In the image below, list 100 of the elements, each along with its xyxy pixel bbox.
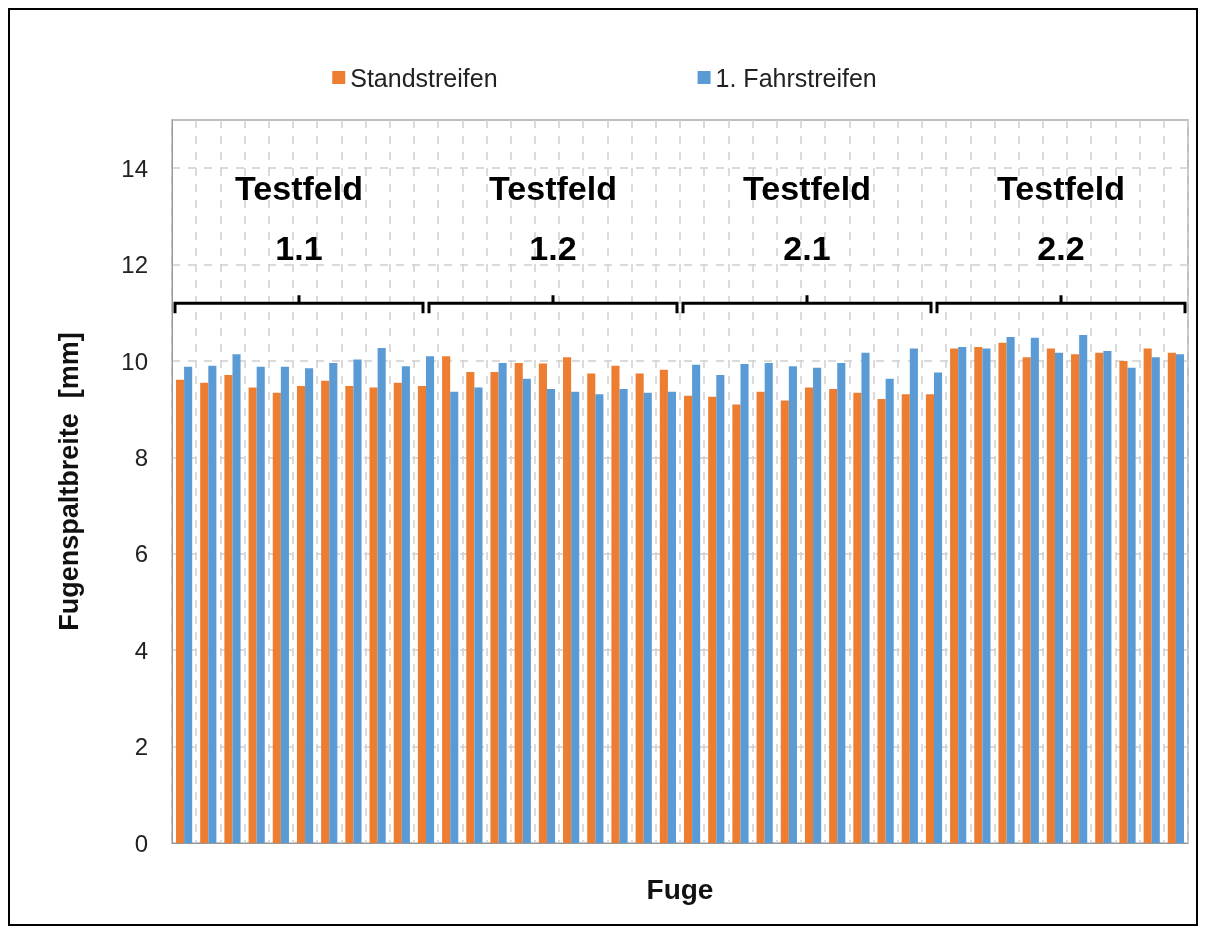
bar: [184, 366, 193, 843]
bar: [248, 387, 257, 843]
bar: [450, 391, 459, 843]
bar: [788, 366, 797, 843]
bar: [780, 400, 789, 843]
bar: [587, 373, 596, 843]
bar: [175, 379, 185, 843]
bar: [925, 394, 934, 843]
bar: [764, 362, 773, 843]
bar: [643, 392, 652, 843]
bar: [1143, 348, 1152, 843]
bar: [208, 365, 217, 843]
bar: [296, 386, 306, 843]
bar: [813, 367, 822, 843]
bar: [224, 374, 233, 843]
y-tick-label: 2: [134, 733, 148, 761]
bar: [345, 386, 354, 843]
bar: [305, 368, 314, 843]
bar: [837, 362, 846, 843]
bar: [667, 391, 677, 843]
bar: [522, 378, 531, 843]
bar: [909, 348, 918, 843]
bar: [329, 362, 338, 843]
y-tick-label: 6: [134, 540, 148, 568]
bar: [401, 366, 410, 843]
bar: [393, 382, 402, 843]
bar: [369, 387, 378, 843]
bar: [732, 404, 741, 843]
annotation: Testfeld 2.2: [997, 169, 1125, 267]
bar: [756, 391, 765, 843]
bar: [708, 396, 717, 843]
bar: [426, 356, 435, 843]
bar: [1095, 352, 1104, 843]
bar: [571, 391, 580, 843]
bar: [659, 369, 668, 843]
bar: [716, 374, 725, 843]
bar: [1046, 348, 1055, 843]
bar: [514, 362, 523, 843]
bar: [474, 387, 483, 843]
bar: [272, 392, 281, 843]
bar: [998, 342, 1007, 843]
bar: [853, 392, 862, 843]
y-tick-label: 12: [121, 251, 148, 279]
bar: [1127, 367, 1136, 843]
bar: [1103, 350, 1112, 843]
bar: [546, 388, 556, 843]
bar: [1079, 334, 1088, 843]
bar: [256, 366, 265, 843]
bar: [982, 348, 991, 843]
bar: [200, 382, 209, 843]
bar: [950, 348, 959, 843]
bar: [740, 363, 749, 843]
bar: [1119, 361, 1128, 843]
annotation: Testfeld 1.1: [235, 169, 363, 267]
bar: [538, 363, 547, 843]
y-tick-label: 14: [121, 154, 148, 182]
y-tick-label: 10: [121, 347, 148, 375]
bar: [974, 347, 983, 843]
legend-label: 1. Fahrstreifen: [715, 63, 877, 92]
bar: [1151, 357, 1160, 843]
bar: [1022, 357, 1031, 843]
bar: [1071, 354, 1080, 843]
bar: [466, 372, 475, 843]
bar: [377, 347, 386, 843]
legend-label: Standstreifen: [350, 63, 498, 92]
bar: [829, 388, 838, 843]
annotation: Testfeld 1.2: [489, 169, 617, 267]
bar: [901, 394, 910, 843]
bar: [683, 395, 693, 843]
bar: [958, 347, 967, 843]
y-tick-label: 0: [134, 829, 148, 857]
x-axis-title: Fuge: [646, 873, 714, 905]
y-axis-title: Fugenspaltbreite [mm]: [53, 332, 84, 631]
bar: [1030, 337, 1039, 843]
bar: [1175, 354, 1185, 843]
bar: [232, 354, 241, 843]
bar: [280, 366, 289, 843]
y-tick-label: 8: [134, 443, 148, 471]
bar: [611, 365, 620, 843]
bar: [1006, 336, 1015, 843]
bar: [321, 380, 330, 843]
bar: [1167, 352, 1176, 843]
bar: [934, 372, 943, 843]
bar: [877, 399, 886, 843]
bar: [417, 386, 426, 843]
bar: [498, 362, 507, 843]
bar: [635, 373, 644, 843]
annotation: Testfeld 2.1: [743, 169, 871, 267]
bar: [804, 387, 814, 843]
bar: [619, 388, 628, 843]
bar: [563, 357, 572, 843]
bar: [442, 356, 451, 843]
bar: [353, 359, 362, 843]
bar: [595, 394, 604, 843]
bar: [692, 364, 701, 843]
bar: [885, 378, 894, 843]
bar: [1054, 352, 1064, 843]
bar: [490, 372, 499, 843]
y-tick-label: 4: [134, 636, 148, 664]
bar: [861, 352, 870, 843]
